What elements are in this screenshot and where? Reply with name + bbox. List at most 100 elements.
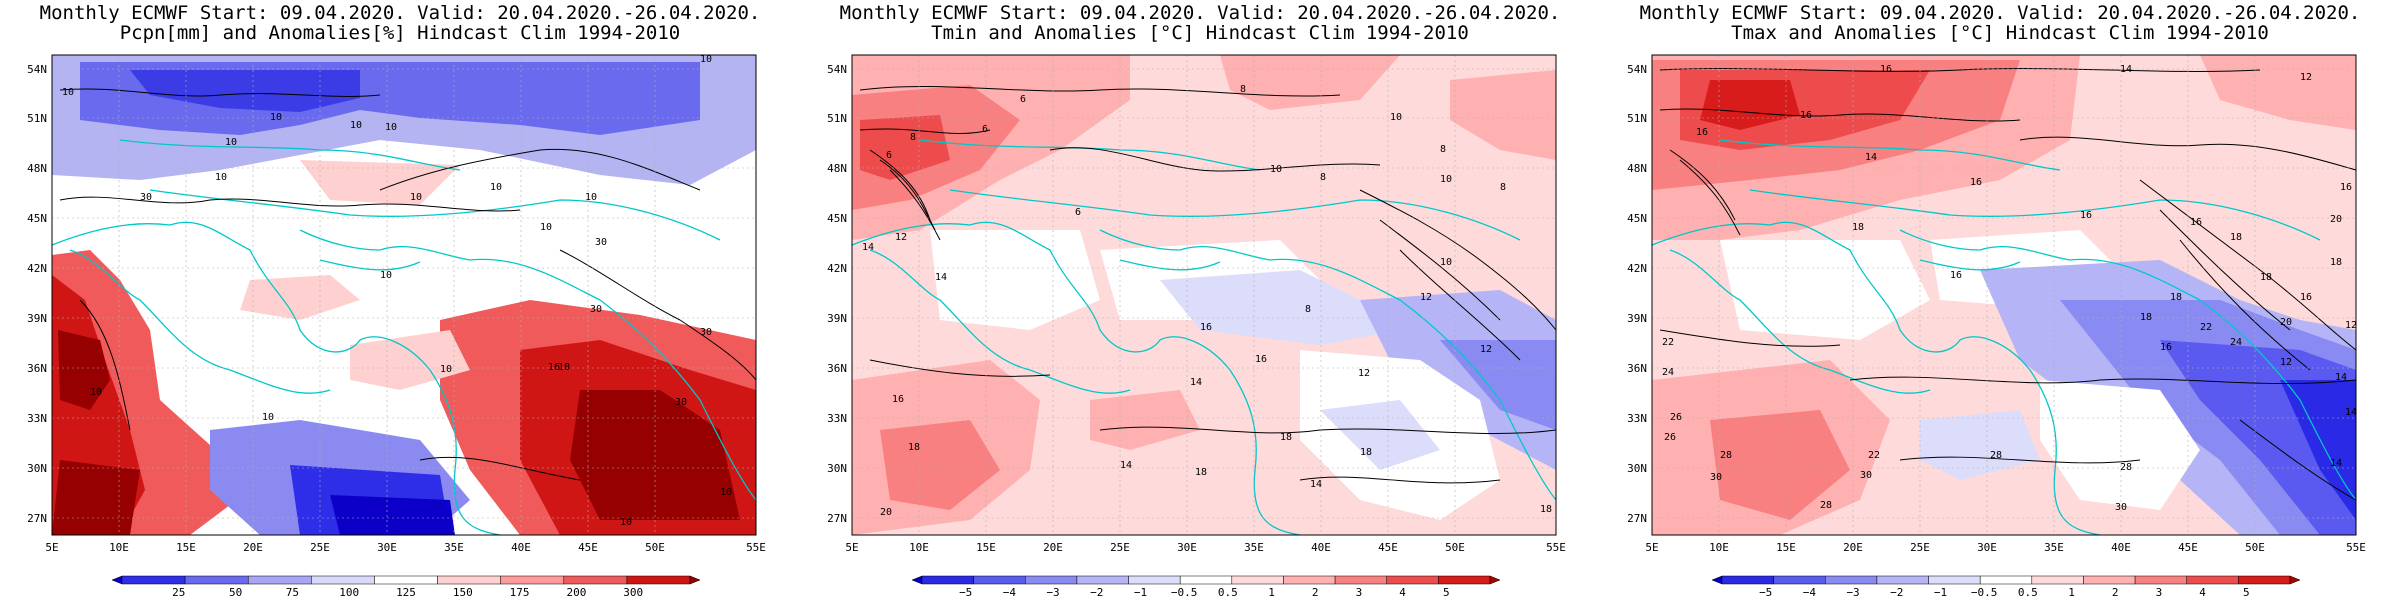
lat-axis: 54N 51N 48N 45N 42N 39N 36N 33N 30N 27N <box>1627 63 1647 525</box>
panel-title-line2: Tmin and Anomalies [°C] Hindcast Clim 19… <box>931 22 1469 44</box>
colorbar: −5 −4 −3 −2 −1 −0.5 0.5 1 2 3 4 5 <box>911 575 1501 599</box>
contours <box>1659 68 2357 501</box>
grid <box>52 55 756 535</box>
lon-tick: 15E <box>176 541 196 554</box>
colorbar-swatch <box>1179 575 1233 585</box>
colorbar-label: 3 <box>1356 586 1363 599</box>
contour-label: 10 <box>720 487 732 498</box>
contour-label: 30 <box>595 237 607 248</box>
contour-label: 10 <box>385 122 397 133</box>
colorbar-swatch <box>1128 575 1181 585</box>
colorbar-swatch <box>921 575 974 585</box>
lon-tick: 35E <box>444 541 464 554</box>
lon-tick: 25E <box>1110 541 1130 554</box>
contour-label: 6 <box>1020 94 1026 105</box>
contour-label: 14 <box>1865 152 1877 163</box>
contour-label: 18 <box>1852 222 1864 233</box>
lat-tick: 30N <box>827 462 847 475</box>
lat-axis: 54N 51N 48N 45N 42N 39N 36N 33N 30N 27N <box>27 63 47 525</box>
colorbar-swatch <box>1825 575 1878 585</box>
contour-label: 30 <box>140 192 152 203</box>
lon-tick: 45E <box>1378 541 1398 554</box>
lat-tick: 48N <box>1627 162 1647 175</box>
tmin-panel: Monthly ECMWF Start: 09.04.2020. Valid: … <box>800 0 1600 600</box>
contour-label: 28 <box>1990 450 2002 461</box>
panel-title-line1: Monthly ECMWF Start: 09.04.2020. Valid: … <box>839 2 1561 24</box>
grid <box>852 55 1556 535</box>
colorbar-swatch <box>184 575 249 585</box>
lat-tick: 36N <box>27 362 47 375</box>
colorbar-label: 4 <box>1399 586 1406 599</box>
precip-map: 10 10 10 10 10 30 10 10 10 30 30 10 10 1… <box>27 54 766 599</box>
contour-label: 10 <box>215 172 227 183</box>
contour-label: 14 <box>2330 458 2342 469</box>
contour-label: 16 <box>1970 177 1982 188</box>
anomaly-field <box>52 55 756 535</box>
lon-tick: 45E <box>578 541 598 554</box>
colorbar-swatch <box>1928 575 1981 585</box>
lat-tick: 33N <box>827 412 847 425</box>
colorbar-label: −4 <box>1803 586 1817 599</box>
lat-tick: 36N <box>827 362 847 375</box>
contour-label: 20 <box>880 507 892 518</box>
anomaly-field <box>852 55 1556 535</box>
colorbar-swatch <box>437 575 501 585</box>
lat-tick: 51N <box>27 112 47 125</box>
colorbar-label: −3 <box>1846 586 1859 599</box>
contour-label: 16 <box>1200 322 1212 333</box>
lon-tick: 40E <box>2111 541 2131 554</box>
colorbar-swatch <box>2031 575 2084 585</box>
contour-label: 18 <box>2330 257 2342 268</box>
colorbar-label: 150 <box>453 586 473 599</box>
contour-label: 10 <box>540 222 552 233</box>
contour-label: 14 <box>1190 377 1202 388</box>
lon-tick: 25E <box>1910 541 1930 554</box>
colorbar-swatch <box>1721 575 1774 585</box>
colorbar-label: 2 <box>2112 586 2119 599</box>
lon-axis: 5E 10E 15E 20E 25E 30E 35E 40E 45E 50E 5… <box>45 541 766 554</box>
contour-label: 10 <box>410 192 422 203</box>
colorbar-swatch <box>1979 575 2033 585</box>
colorbar-label: 175 <box>510 586 530 599</box>
coastlines <box>851 139 1557 536</box>
lat-tick: 48N <box>827 162 847 175</box>
tmin-map: 6 8 6 8 6 6 10 8 10 12 8 14 12 12 10 10 … <box>827 54 1566 599</box>
contour-label: 10 <box>62 87 74 98</box>
contour-label: 30 <box>1860 470 1872 481</box>
contour-labels: 16 14 12 16 16 14 16 18 16 16 18 18 18 1… <box>1662 64 2357 513</box>
colorbar-swatch <box>111 575 123 585</box>
lon-tick: 55E <box>1546 541 1566 554</box>
lat-tick: 45N <box>1627 212 1647 225</box>
contour-label: 16 <box>1255 354 1267 365</box>
colorbar-swatch <box>689 575 701 585</box>
lon-tick: 15E <box>976 541 996 554</box>
lon-tick: 20E <box>1843 541 1863 554</box>
contour-label: 10 <box>90 387 102 398</box>
colorbar-swatch <box>1773 575 1826 585</box>
lat-tick: 54N <box>827 63 847 76</box>
colorbar-swatch <box>1025 575 1078 585</box>
colorbar-label: 125 <box>396 586 416 599</box>
colorbar-label: 5 <box>1443 586 1450 599</box>
contour-label: 8 <box>1320 172 1326 183</box>
contour-label: 26 <box>1664 432 1676 443</box>
colorbar-swatch <box>911 575 923 585</box>
lon-tick: 5E <box>1645 541 1658 554</box>
colorbar: 25 50 75 100 125 150 175 200 300 <box>111 575 701 599</box>
lon-tick: 25E <box>310 541 330 554</box>
colorbar-label: −2 <box>1090 586 1103 599</box>
lat-tick: 39N <box>27 312 47 325</box>
lon-tick: 40E <box>511 541 531 554</box>
contour-label: 26 <box>1670 412 1682 423</box>
colorbar-label: 3 <box>2156 586 2163 599</box>
lat-tick: 27N <box>827 512 847 525</box>
colorbar-swatch <box>1876 575 1929 585</box>
lon-tick: 20E <box>1043 541 1063 554</box>
colorbar-swatch <box>1283 575 1336 585</box>
contour-label: 16 <box>1696 127 1708 138</box>
contour-label: 30 <box>2115 502 2127 513</box>
lat-tick: 54N <box>27 63 47 76</box>
lon-tick: 35E <box>1244 541 1264 554</box>
colorbar-swatch <box>1231 575 1284 585</box>
contour-label: 22 <box>2200 322 2212 333</box>
